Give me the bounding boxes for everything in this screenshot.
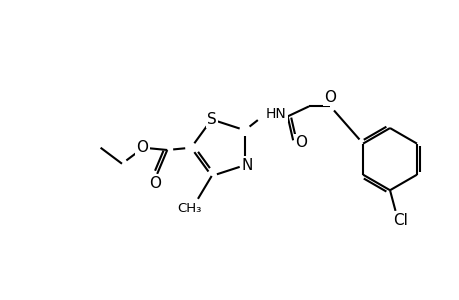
Text: O: O [324,90,336,105]
Text: CH₃: CH₃ [177,202,202,215]
Text: O: O [149,176,161,190]
Text: O: O [136,140,148,155]
Text: S: S [207,112,216,127]
Text: HN: HN [265,107,286,121]
Text: N: N [241,158,252,173]
Text: Cl: Cl [392,212,407,227]
Text: O: O [295,135,307,150]
